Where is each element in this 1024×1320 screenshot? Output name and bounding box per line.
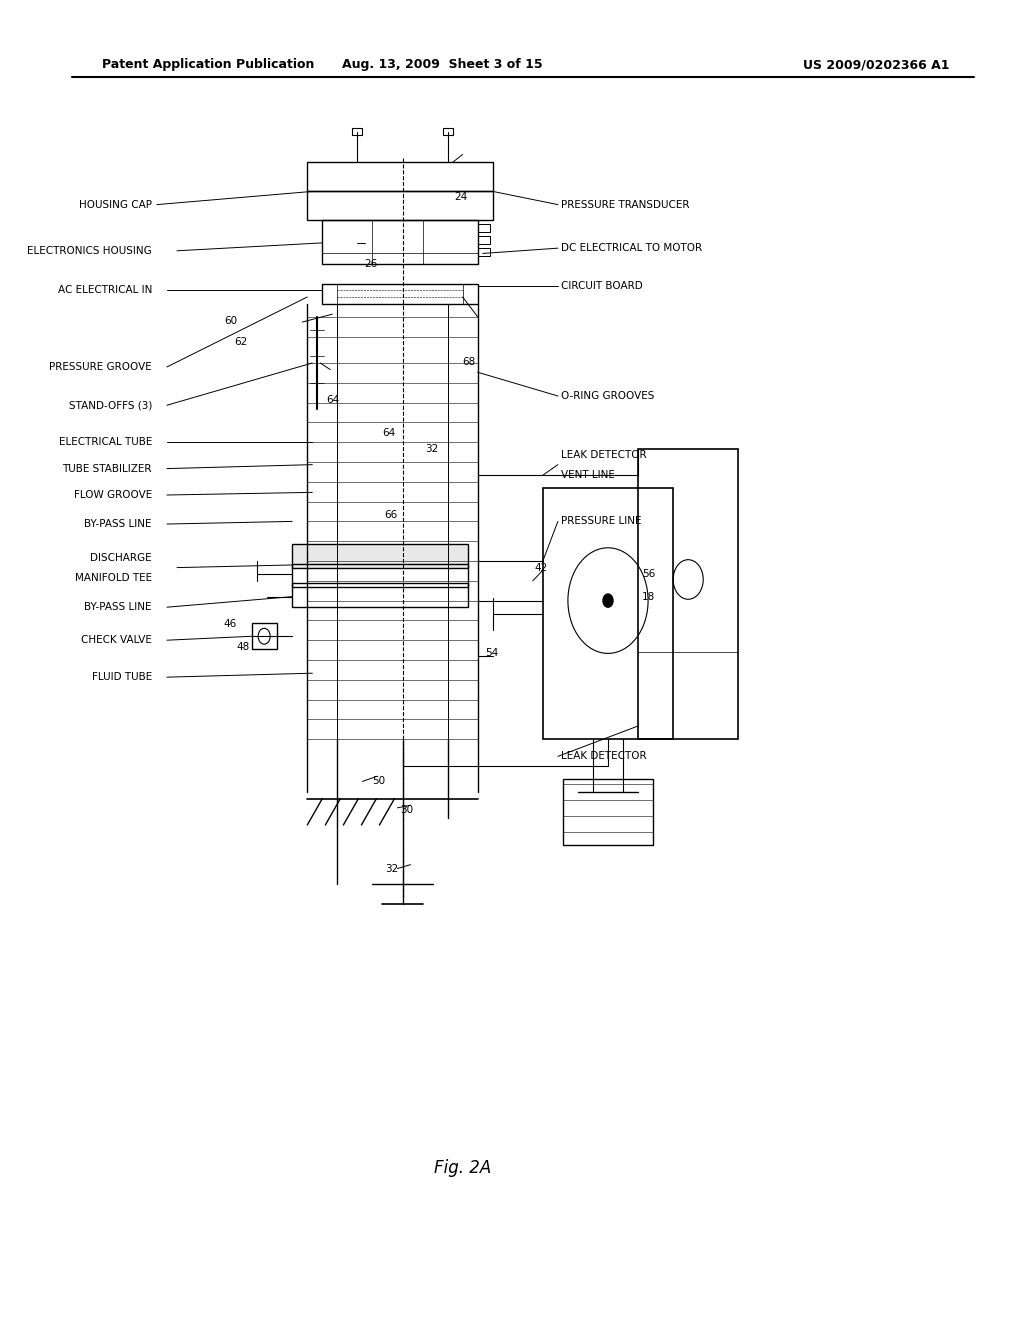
- Text: PRESSURE TRANSDUCER: PRESSURE TRANSDUCER: [561, 199, 689, 210]
- Bar: [323, 220, 477, 264]
- Text: LEAK DETECTOR: LEAK DETECTOR: [561, 751, 646, 762]
- Bar: [323, 284, 477, 304]
- Text: ELECTRICAL TUBE: ELECTRICAL TUBE: [58, 437, 152, 447]
- Text: 48: 48: [237, 642, 250, 652]
- Text: FLUID TUBE: FLUID TUBE: [91, 672, 152, 682]
- Bar: [477, 236, 489, 244]
- Text: CHECK VALVE: CHECK VALVE: [81, 635, 152, 645]
- Circle shape: [603, 594, 613, 607]
- Text: VENT LINE: VENT LINE: [561, 470, 614, 480]
- Text: 18: 18: [642, 591, 655, 602]
- Text: 64: 64: [327, 395, 340, 405]
- Bar: [442, 128, 453, 135]
- Bar: [477, 224, 489, 232]
- Text: O-RING GROOVES: O-RING GROOVES: [561, 391, 654, 401]
- Bar: [477, 248, 489, 256]
- Text: FLOW GROOVE: FLOW GROOVE: [74, 490, 152, 500]
- Bar: [252, 623, 278, 649]
- Text: 26: 26: [365, 259, 378, 269]
- Text: MANIFOLD TEE: MANIFOLD TEE: [75, 573, 152, 583]
- Bar: [292, 583, 468, 607]
- Text: CIRCUIT BOARD: CIRCUIT BOARD: [561, 281, 643, 292]
- Text: 68: 68: [463, 356, 476, 367]
- Text: 66: 66: [384, 510, 397, 520]
- Text: ELECTRONICS HOUSING: ELECTRONICS HOUSING: [28, 246, 152, 256]
- Text: PRESSURE LINE: PRESSURE LINE: [561, 516, 641, 527]
- Text: 30: 30: [400, 805, 414, 816]
- Bar: [352, 128, 362, 135]
- Text: 60: 60: [224, 315, 238, 326]
- Text: TUBE STABILIZER: TUBE STABILIZER: [62, 463, 152, 474]
- Text: 50: 50: [373, 776, 386, 787]
- Bar: [292, 564, 468, 587]
- Text: 42: 42: [535, 562, 548, 573]
- Text: 24: 24: [455, 191, 468, 202]
- Text: DC ELECTRICAL TO MOTOR: DC ELECTRICAL TO MOTOR: [561, 243, 702, 253]
- Text: 32: 32: [385, 863, 398, 874]
- Text: US 2009/0202366 A1: US 2009/0202366 A1: [804, 58, 950, 71]
- Bar: [638, 449, 738, 739]
- Text: 32: 32: [426, 444, 439, 454]
- Text: HOUSING CAP: HOUSING CAP: [79, 199, 152, 210]
- Text: 64: 64: [382, 428, 395, 438]
- Text: Aug. 13, 2009  Sheet 3 of 15: Aug. 13, 2009 Sheet 3 of 15: [342, 58, 543, 71]
- Text: 54: 54: [484, 648, 498, 659]
- Bar: [307, 162, 493, 191]
- Bar: [292, 544, 468, 568]
- Text: 62: 62: [233, 337, 247, 347]
- Text: BY-PASS LINE: BY-PASS LINE: [84, 519, 152, 529]
- Text: PRESSURE GROOVE: PRESSURE GROOVE: [49, 362, 152, 372]
- Text: BY-PASS LINE: BY-PASS LINE: [84, 602, 152, 612]
- Text: DISCHARGE: DISCHARGE: [90, 553, 152, 564]
- Text: 46: 46: [224, 619, 238, 630]
- Bar: [563, 779, 653, 845]
- Text: 56: 56: [642, 569, 655, 579]
- Text: LEAK DETECTOR: LEAK DETECTOR: [561, 450, 646, 461]
- Text: STAND-OFFS (3): STAND-OFFS (3): [69, 400, 152, 411]
- Text: AC ELECTRICAL IN: AC ELECTRICAL IN: [57, 285, 152, 296]
- Bar: [543, 488, 673, 739]
- Text: Patent Application Publication: Patent Application Publication: [101, 58, 314, 71]
- Text: Fig. 2A: Fig. 2A: [434, 1159, 492, 1177]
- Bar: [307, 191, 493, 220]
